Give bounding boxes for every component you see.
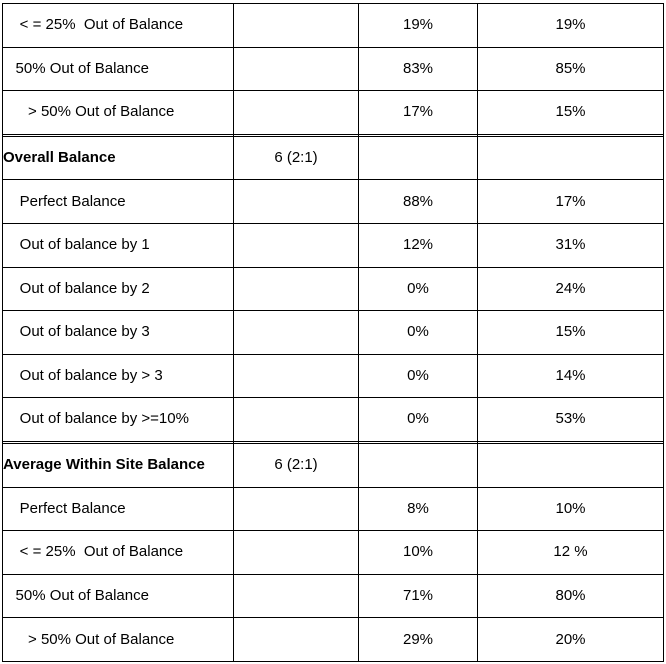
- table-row: Perfect Balance 8% 10%: [2, 486, 664, 532]
- percent-b-cell: 31%: [477, 223, 664, 268]
- table-row: 50% Out of Balance 83% 85%: [2, 46, 664, 92]
- group-size-cell: [233, 90, 359, 135]
- group-size-cell: [233, 46, 359, 92]
- row-label-cell: Out of balance by 2: [2, 266, 234, 312]
- table-row: Out of balance by >=10% 0% 53%: [2, 397, 664, 442]
- group-size-cell: [233, 353, 359, 399]
- group-size-cell: 6 (2:1): [233, 443, 359, 488]
- table-row: Out of balance by 3 0% 15%: [2, 310, 664, 355]
- group-size-cell: [233, 573, 359, 619]
- row-label-cell: Out of balance by 1: [2, 223, 234, 268]
- percent-a-cell: 29%: [358, 617, 478, 662]
- percent-b-cell: 19%: [477, 3, 664, 48]
- group-size-cell: [233, 179, 359, 225]
- percent-b-cell: [477, 443, 664, 488]
- table-row: < = 25% Out of Balance 19% 19%: [2, 3, 664, 48]
- percent-b-cell: 20%: [477, 617, 664, 662]
- percent-b-cell: [477, 135, 664, 181]
- table-row: Out of balance by > 3 0% 14%: [2, 353, 664, 399]
- row-label-cell: < = 25% Out of Balance: [2, 3, 234, 48]
- percent-a-cell: 0%: [358, 397, 478, 442]
- percent-a-cell: 8%: [358, 486, 478, 532]
- percent-a-cell: 10%: [358, 530, 478, 575]
- percent-a-cell: 0%: [358, 310, 478, 355]
- percent-b-cell: 53%: [477, 397, 664, 442]
- table-row: [2, 440, 664, 445]
- row-label-cell: < = 25% Out of Balance: [2, 530, 234, 575]
- percent-b-cell: [477, 133, 664, 137]
- table-row: Overall Balance 6 (2:1): [2, 135, 664, 181]
- table-row: 50% Out of Balance 71% 80%: [2, 573, 664, 619]
- group-size-cell: [233, 223, 359, 268]
- percent-a-cell: 12%: [358, 223, 478, 268]
- percent-a-cell: [358, 135, 478, 181]
- percent-b-cell: 15%: [477, 90, 664, 135]
- group-size-cell: [233, 266, 359, 312]
- balance-table: < = 25% Out of Balance 19% 19% 50% Out of …: [2, 3, 664, 662]
- row-label-cell: 50% Out of Balance: [2, 573, 234, 619]
- table-row: Average Within Site Balance 6 (2:1): [2, 443, 664, 488]
- row-label-cell: Perfect Balance: [2, 179, 234, 225]
- percent-b-cell: 15%: [477, 310, 664, 355]
- percent-a-cell: [358, 443, 478, 488]
- percent-a-cell: 88%: [358, 179, 478, 225]
- table-body: < = 25% Out of Balance 19% 19% 50% Out of …: [2, 3, 664, 662]
- table-row: Out of balance by 1 12% 31%: [2, 223, 664, 268]
- percent-b-cell: 85%: [477, 46, 664, 92]
- row-label-cell: Average Within Site Balance: [2, 443, 234, 488]
- table-row: Out of balance by 2 0% 24%: [2, 266, 664, 312]
- group-size-cell: [233, 486, 359, 532]
- row-label-cell: Out of balance by 3: [2, 310, 234, 355]
- percent-b-cell: 17%: [477, 179, 664, 225]
- group-size-cell: [233, 397, 359, 442]
- row-label-cell: > 50% Out of Balance: [2, 90, 234, 135]
- row-label-cell: 50% Out of Balance: [2, 46, 234, 92]
- table-row: > 50% Out of Balance 17% 15%: [2, 90, 664, 135]
- table-row: Perfect Balance 88% 17%: [2, 179, 664, 225]
- percent-b-cell: 24%: [477, 266, 664, 312]
- group-size-cell: [233, 617, 359, 662]
- group-size-cell: [233, 530, 359, 575]
- percent-a-cell: 17%: [358, 90, 478, 135]
- percent-a-cell: 0%: [358, 266, 478, 312]
- group-size-cell: [233, 310, 359, 355]
- percent-b-cell: 12 %: [477, 530, 664, 575]
- percent-a-cell: 19%: [358, 3, 478, 48]
- percent-b-cell: [477, 440, 664, 445]
- row-label-cell: > 50% Out of Balance: [2, 617, 234, 662]
- percent-b-cell: 80%: [477, 573, 664, 619]
- row-label-cell: Out of balance by >=10%: [2, 397, 234, 442]
- percent-b-cell: 14%: [477, 353, 664, 399]
- group-size-cell: [233, 3, 359, 48]
- table-row: [2, 133, 664, 137]
- balance-summary-table: < = 25% Out of Balance 19% 19% 50% Out of …: [2, 3, 664, 662]
- percent-b-cell: 10%: [477, 486, 664, 532]
- percent-a-cell: 83%: [358, 46, 478, 92]
- table-row: < = 25% Out of Balance 10% 12 %: [2, 530, 664, 575]
- row-label-cell: Overall Balance: [2, 135, 234, 181]
- percent-a-cell: 0%: [358, 353, 478, 399]
- percent-a-cell: 71%: [358, 573, 478, 619]
- row-label-cell: Perfect Balance: [2, 486, 234, 532]
- group-size-cell: 6 (2:1): [233, 135, 359, 181]
- table-row: > 50% Out of Balance 29% 20%: [2, 617, 664, 662]
- row-label-cell: Out of balance by > 3: [2, 353, 234, 399]
